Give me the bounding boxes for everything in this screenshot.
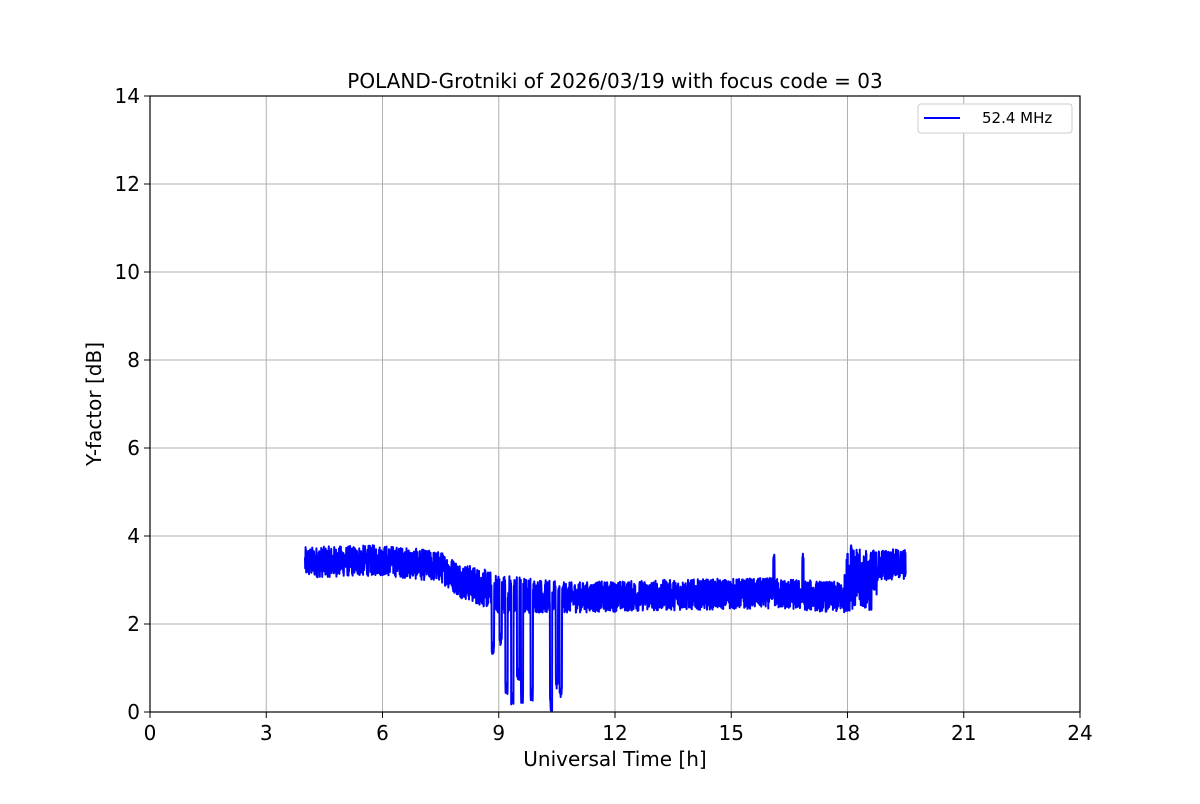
- y-axis-label: Y-factor [dB]: [82, 342, 106, 467]
- y-tick-label: 6: [127, 436, 140, 460]
- grid: [149, 95, 1081, 713]
- y-tick-label: 2: [127, 612, 140, 636]
- series-line-52-4-mhz: [304, 544, 907, 712]
- legend-box: [917, 103, 1073, 134]
- x-tick-label: 12: [602, 721, 627, 745]
- x-axis-label: Universal Time [h]: [523, 747, 706, 771]
- y-tick-label: 8: [127, 348, 140, 372]
- x-tick-label: 9: [492, 721, 505, 745]
- y-tick-label: 0: [127, 700, 140, 724]
- x-tick-label: 15: [719, 721, 744, 745]
- x-tick-label: 21: [951, 721, 976, 745]
- chart-title: POLAND-Grotniki of 2026/03/19 with focus…: [347, 69, 882, 93]
- x-tick-label: 6: [376, 721, 389, 745]
- y-tick-label: 12: [115, 172, 140, 196]
- plot-area: [304, 544, 907, 712]
- y-tick-label: 4: [127, 524, 140, 548]
- y-tick-label: 10: [115, 260, 140, 284]
- legend-label: 52.4 MHz: [982, 109, 1052, 127]
- y-tick-label: 14: [115, 84, 140, 108]
- x-tick-label: 3: [260, 721, 273, 745]
- x-tick-label: 18: [835, 721, 860, 745]
- legend: 52.4 MHz: [917, 103, 1073, 134]
- x-tick-label: 24: [1067, 721, 1092, 745]
- x-tick-label: 0: [144, 721, 157, 745]
